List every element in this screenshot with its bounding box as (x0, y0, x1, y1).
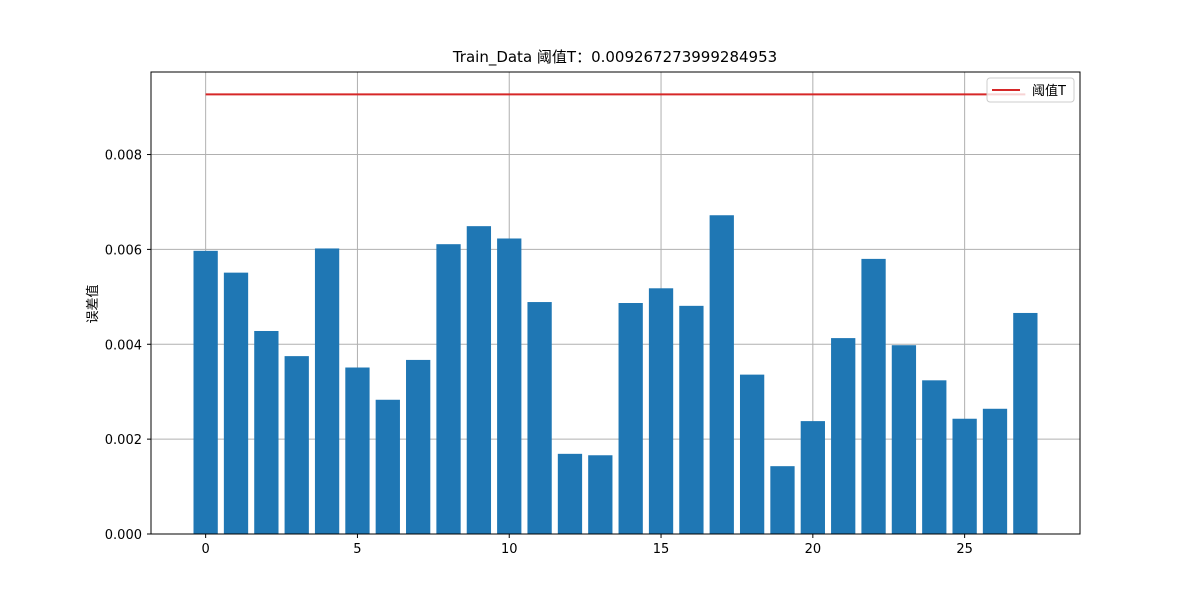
bar (618, 303, 643, 534)
x-tick-label: 10 (501, 542, 518, 557)
bar (314, 248, 340, 534)
bar (922, 380, 947, 534)
x-tick-label: 20 (805, 542, 822, 557)
bar (193, 250, 218, 534)
x-tick-label: 0 (202, 542, 210, 557)
x-axis: 0 5 10 15 20 25 (202, 534, 973, 557)
bar (891, 345, 917, 534)
bar (952, 418, 977, 534)
legend-box (986, 77, 1075, 103)
y-tick-label: 0.002 (105, 433, 142, 448)
bar (861, 258, 886, 534)
x-tick-label: 25 (956, 542, 973, 557)
legend: 阈值T (986, 77, 1075, 103)
y-axis-label: 误差值 (85, 284, 101, 323)
bar (648, 288, 674, 534)
x-tick-label: 15 (653, 542, 670, 557)
bar (254, 330, 279, 534)
plot-frame (150, 71, 1081, 535)
bar (588, 455, 613, 534)
bar (1013, 312, 1038, 534)
y-axis: 0.000 0.002 0.004 0.006 0.008 (105, 149, 151, 543)
bar (284, 356, 309, 534)
bar (831, 338, 856, 534)
legend-label-threshold: 阈值T (1032, 83, 1066, 99)
bar (406, 359, 431, 534)
y-tick-label: 0.008 (105, 149, 142, 164)
bar (679, 305, 704, 534)
bar (436, 244, 461, 535)
bar (709, 215, 734, 534)
bar (466, 226, 492, 534)
x-tick-label: 5 (353, 542, 361, 557)
bar (345, 367, 370, 534)
y-tick-label: 0.000 (105, 528, 142, 543)
bar (527, 302, 552, 534)
bar (770, 466, 795, 534)
bar (800, 421, 825, 534)
bar (497, 238, 522, 534)
y-tick-label: 0.004 (105, 338, 142, 353)
y-tick-label: 0.006 (105, 243, 142, 258)
chart-title: Train_Data 阈值T：0.009267273999284953 (452, 48, 777, 67)
bar (223, 272, 249, 534)
bar (739, 374, 765, 534)
bars-layer (193, 215, 1038, 535)
bar (375, 399, 400, 534)
bar (557, 453, 583, 534)
bar (982, 408, 1008, 534)
